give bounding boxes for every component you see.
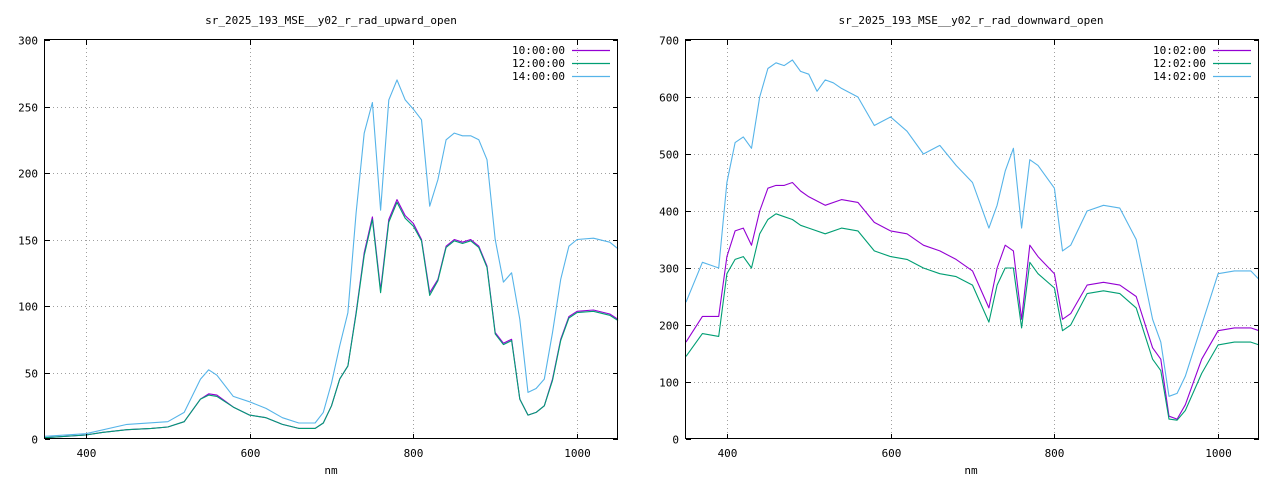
series-group-downward [685, 59, 1260, 421]
series-line-downward-1 [685, 181, 1260, 420]
x-tick-label-upward: 600 [241, 447, 261, 460]
chart-title-downward: sr_2025_193_MSE__y02_r_rad_downward_open [839, 14, 1104, 27]
y-tick-label-downward: 100 [659, 377, 679, 390]
legend-label-upward-2: 12:00:00 [512, 57, 565, 70]
series-line-upward-3 [44, 79, 619, 437]
upward-radiance-chart: sr_2025_193_MSE__y02_r_rad_upward_open 4… [18, 14, 619, 477]
series-line-upward-1 [44, 199, 619, 439]
y-tick-label-upward: 200 [18, 168, 38, 181]
legend-label-downward-2: 12:02:00 [1153, 57, 1206, 70]
series-group-upward [44, 79, 619, 439]
series-line-downward-3 [685, 59, 1260, 397]
legend-label-upward-1: 10:00:00 [512, 44, 565, 57]
x-tick-label-upward: 800 [404, 447, 424, 460]
x-tick-label-upward: 400 [77, 447, 97, 460]
y-tick-label-upward: 300 [18, 35, 38, 48]
series-line-upward-2 [44, 201, 619, 439]
legend-label-downward-3: 14:02:00 [1153, 70, 1206, 83]
y-tick-label-downward: 500 [659, 149, 679, 162]
x-axis-label-upward: nm [324, 464, 338, 477]
y-tick-label-downward: 600 [659, 92, 679, 105]
y-tick-label-upward: 250 [18, 102, 38, 115]
y-tick-label-upward: 50 [25, 368, 38, 381]
x-tick-label-downward: 600 [882, 447, 902, 460]
x-tick-label-downward: 1000 [1205, 447, 1232, 460]
ticks-downward: 400 600 800 1000 0 100 200 300 400 500 600 700 [659, 35, 1259, 460]
y-tick-label-upward: 100 [18, 301, 38, 314]
x-tick-label-downward: 800 [1045, 447, 1065, 460]
grid-upward [45, 40, 618, 439]
y-tick-label-downward: 400 [659, 206, 679, 219]
downward-radiance-chart: sr_2025_193_MSE__y02_r_rad_downward_open… [659, 14, 1260, 477]
y-tick-label-upward: 0 [31, 434, 38, 447]
ticks-upward: 400 600 800 1000 0 50 100 150 200 250 300 [18, 35, 618, 460]
x-tick-label-downward: 400 [718, 447, 738, 460]
plot-frame-downward [685, 39, 1259, 439]
x-tick-label-upward: 1000 [564, 447, 591, 460]
legend-label-downward-1: 10:02:00 [1153, 44, 1206, 57]
y-tick-label-upward: 150 [18, 235, 38, 248]
y-tick-label-downward: 200 [659, 320, 679, 333]
y-tick-label-downward: 0 [672, 434, 679, 447]
y-tick-label-downward: 300 [659, 263, 679, 276]
x-axis-label-downward: nm [964, 464, 978, 477]
chart-title-upward: sr_2025_193_MSE__y02_r_rad_upward_open [205, 14, 457, 27]
legend-label-upward-3: 14:00:00 [512, 70, 565, 83]
grid-downward [686, 40, 1259, 439]
series-line-downward-2 [685, 213, 1260, 421]
plot-frame-upward [44, 39, 618, 439]
y-tick-label-downward: 700 [659, 35, 679, 48]
